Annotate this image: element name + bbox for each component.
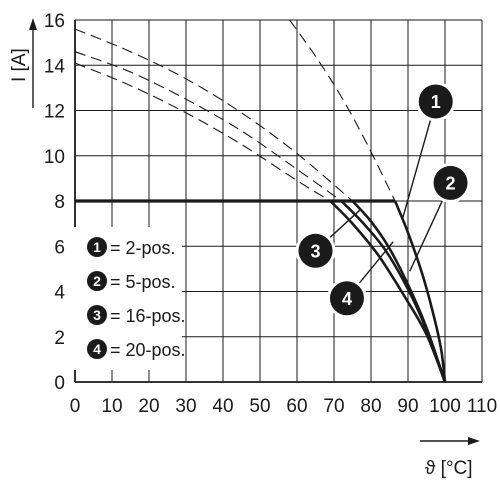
y-tick-label: 2: [54, 328, 65, 349]
y-tick-label: 10: [44, 147, 65, 168]
x-axis-title: ϑ [°C]: [425, 458, 473, 479]
legend-marker-number: 1: [93, 239, 101, 255]
x-tick-label: 60: [286, 396, 307, 417]
derating-curve-3: [340, 200, 447, 383]
legend-marker-2: [87, 271, 107, 291]
x-tick-label: 0: [70, 396, 81, 417]
x-tick-label: 90: [397, 396, 418, 417]
x-tick-label: 80: [360, 396, 381, 417]
y-axis-title: I [A]: [9, 48, 30, 82]
y-axis-title-group: I [A]: [9, 18, 37, 108]
legend-marker-4: [87, 339, 107, 359]
legend-label: = 20-pos.: [110, 340, 186, 360]
derating-curve-1: [393, 200, 447, 383]
derating-curves: [75, 199, 447, 383]
y-tick-label: 8: [54, 192, 65, 213]
y-tick-label: 16: [44, 11, 65, 32]
curve-marker-number-3: 3: [310, 241, 320, 261]
curve-marker-disc-4: [329, 281, 364, 316]
y-tick-label: 4: [54, 283, 65, 304]
y-tick-label: 0: [54, 373, 65, 394]
dashed-extension-3: [74, 51, 342, 202]
legend-marker-1: [87, 237, 107, 257]
dashed-extension-4: [74, 62, 331, 202]
x-axis-arrow-head: [468, 437, 480, 445]
curve-marker-number-4: 4: [342, 289, 352, 309]
legend: 1 = 2-pos. 2 = 5-pos. 3 = 16-pos. 4 = 20-pos.: [74, 227, 186, 370]
x-tick-label: 10: [101, 396, 122, 417]
y-axis-arrow-head: [29, 18, 37, 30]
dashed-extension-1: [289, 19, 396, 202]
legend-marker-3: [87, 305, 107, 325]
curve-marker-disc-2: [433, 165, 468, 200]
legend-marker-number: 2: [93, 273, 101, 289]
x-tick-label: 70: [323, 396, 344, 417]
legend-label: = 2-pos.: [110, 238, 176, 258]
leader-line-1: [401, 101, 437, 220]
x-tick-label: 30: [175, 396, 196, 417]
legend-marker-number: 4: [93, 341, 101, 357]
legend-label: = 5-pos.: [110, 272, 176, 292]
dashed-extension-2: [74, 28, 353, 202]
curve-marker-disc-3: [298, 233, 333, 268]
dashed-extensions: [74, 19, 396, 202]
x-tick-label: 50: [249, 396, 270, 417]
x-tick-label: 20: [138, 396, 159, 417]
curve-marker-disc-1: [418, 84, 453, 119]
x-tick-label: 110: [467, 396, 497, 417]
y-tick-label: 12: [44, 102, 65, 123]
x-axis-title-group: ϑ [°C]: [420, 437, 480, 479]
legend-label: = 16-pos.: [110, 306, 186, 326]
derating-curve-4: [329, 200, 447, 383]
curve-labels: 1 2 3 4: [295, 81, 471, 319]
curve-marker-number-1: 1: [431, 92, 441, 112]
curve-marker-number-2: 2: [446, 173, 456, 193]
y-tick-label: 6: [54, 237, 65, 258]
x-tick-label: 40: [212, 396, 233, 417]
legend-marker-number: 3: [93, 307, 101, 323]
y-tick-label: 14: [44, 56, 66, 77]
x-tick-label: 100: [429, 396, 461, 417]
